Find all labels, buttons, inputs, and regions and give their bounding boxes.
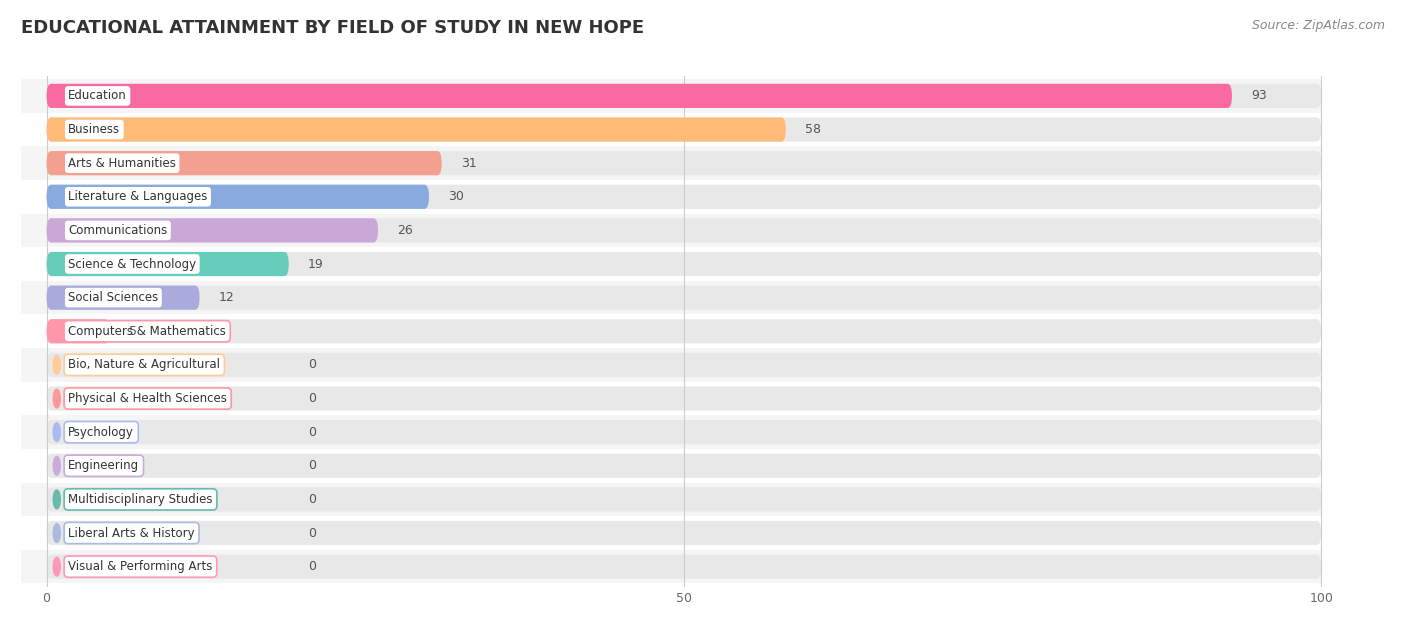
Text: 93: 93: [1251, 90, 1267, 102]
FancyBboxPatch shape: [46, 286, 200, 310]
Circle shape: [53, 187, 60, 206]
Circle shape: [53, 490, 60, 509]
Text: Education: Education: [69, 90, 127, 102]
FancyBboxPatch shape: [46, 555, 1322, 579]
Text: 19: 19: [308, 257, 323, 271]
FancyBboxPatch shape: [46, 252, 1322, 276]
FancyBboxPatch shape: [21, 213, 1322, 247]
Text: Physical & Health Sciences: Physical & Health Sciences: [69, 392, 228, 405]
Text: Science & Technology: Science & Technology: [69, 257, 197, 271]
FancyBboxPatch shape: [21, 550, 1322, 584]
Circle shape: [53, 456, 60, 475]
FancyBboxPatch shape: [46, 252, 288, 276]
FancyBboxPatch shape: [21, 449, 1322, 483]
Circle shape: [53, 86, 60, 105]
Text: Liberal Arts & History: Liberal Arts & History: [69, 526, 195, 540]
FancyBboxPatch shape: [21, 79, 1322, 113]
Circle shape: [53, 322, 60, 341]
FancyBboxPatch shape: [46, 286, 1322, 310]
Circle shape: [53, 389, 60, 408]
FancyBboxPatch shape: [46, 185, 429, 209]
Circle shape: [53, 355, 60, 374]
FancyBboxPatch shape: [21, 180, 1322, 213]
Circle shape: [53, 120, 60, 139]
FancyBboxPatch shape: [21, 113, 1322, 146]
FancyBboxPatch shape: [46, 218, 378, 242]
FancyBboxPatch shape: [46, 117, 786, 141]
Text: 26: 26: [396, 224, 413, 237]
Circle shape: [53, 154, 60, 172]
Text: 0: 0: [308, 426, 316, 439]
Circle shape: [53, 557, 60, 576]
Text: Social Sciences: Social Sciences: [69, 291, 159, 304]
Text: 31: 31: [461, 156, 477, 170]
Text: Source: ZipAtlas.com: Source: ZipAtlas.com: [1251, 19, 1385, 32]
Text: Visual & Performing Arts: Visual & Performing Arts: [69, 560, 212, 573]
Text: Computers & Mathematics: Computers & Mathematics: [69, 325, 226, 338]
FancyBboxPatch shape: [46, 487, 1322, 512]
Text: 0: 0: [308, 459, 316, 472]
FancyBboxPatch shape: [21, 415, 1322, 449]
FancyBboxPatch shape: [21, 483, 1322, 516]
FancyBboxPatch shape: [46, 185, 1322, 209]
Text: Arts & Humanities: Arts & Humanities: [69, 156, 176, 170]
FancyBboxPatch shape: [46, 319, 110, 343]
Text: EDUCATIONAL ATTAINMENT BY FIELD OF STUDY IN NEW HOPE: EDUCATIONAL ATTAINMENT BY FIELD OF STUDY…: [21, 19, 644, 37]
FancyBboxPatch shape: [21, 314, 1322, 348]
Text: 0: 0: [308, 392, 316, 405]
FancyBboxPatch shape: [46, 151, 1322, 175]
Text: Bio, Nature & Agricultural: Bio, Nature & Agricultural: [69, 358, 221, 372]
Text: Literature & Languages: Literature & Languages: [69, 191, 208, 203]
FancyBboxPatch shape: [46, 319, 1322, 343]
FancyBboxPatch shape: [46, 151, 441, 175]
Text: 58: 58: [806, 123, 821, 136]
Text: Business: Business: [69, 123, 121, 136]
Text: 0: 0: [308, 560, 316, 573]
FancyBboxPatch shape: [21, 247, 1322, 281]
FancyBboxPatch shape: [21, 348, 1322, 382]
Circle shape: [53, 423, 60, 442]
Circle shape: [53, 255, 60, 273]
FancyBboxPatch shape: [21, 281, 1322, 314]
Text: 30: 30: [449, 191, 464, 203]
FancyBboxPatch shape: [46, 420, 1322, 444]
Text: 5: 5: [129, 325, 138, 338]
Text: Multidisciplinary Studies: Multidisciplinary Studies: [69, 493, 212, 506]
Circle shape: [53, 524, 60, 543]
FancyBboxPatch shape: [46, 353, 1322, 377]
Text: 0: 0: [308, 493, 316, 506]
FancyBboxPatch shape: [46, 218, 1322, 242]
FancyBboxPatch shape: [46, 454, 1322, 478]
Text: Psychology: Psychology: [69, 426, 134, 439]
FancyBboxPatch shape: [21, 146, 1322, 180]
FancyBboxPatch shape: [46, 84, 1232, 108]
Text: 12: 12: [219, 291, 235, 304]
FancyBboxPatch shape: [46, 386, 1322, 411]
Text: 0: 0: [308, 526, 316, 540]
Text: Engineering: Engineering: [69, 459, 139, 472]
Text: 0: 0: [308, 358, 316, 372]
FancyBboxPatch shape: [21, 382, 1322, 415]
Circle shape: [53, 288, 60, 307]
FancyBboxPatch shape: [46, 117, 1322, 141]
Text: Communications: Communications: [69, 224, 167, 237]
FancyBboxPatch shape: [21, 516, 1322, 550]
Circle shape: [53, 221, 60, 240]
FancyBboxPatch shape: [46, 521, 1322, 545]
FancyBboxPatch shape: [46, 84, 1322, 108]
